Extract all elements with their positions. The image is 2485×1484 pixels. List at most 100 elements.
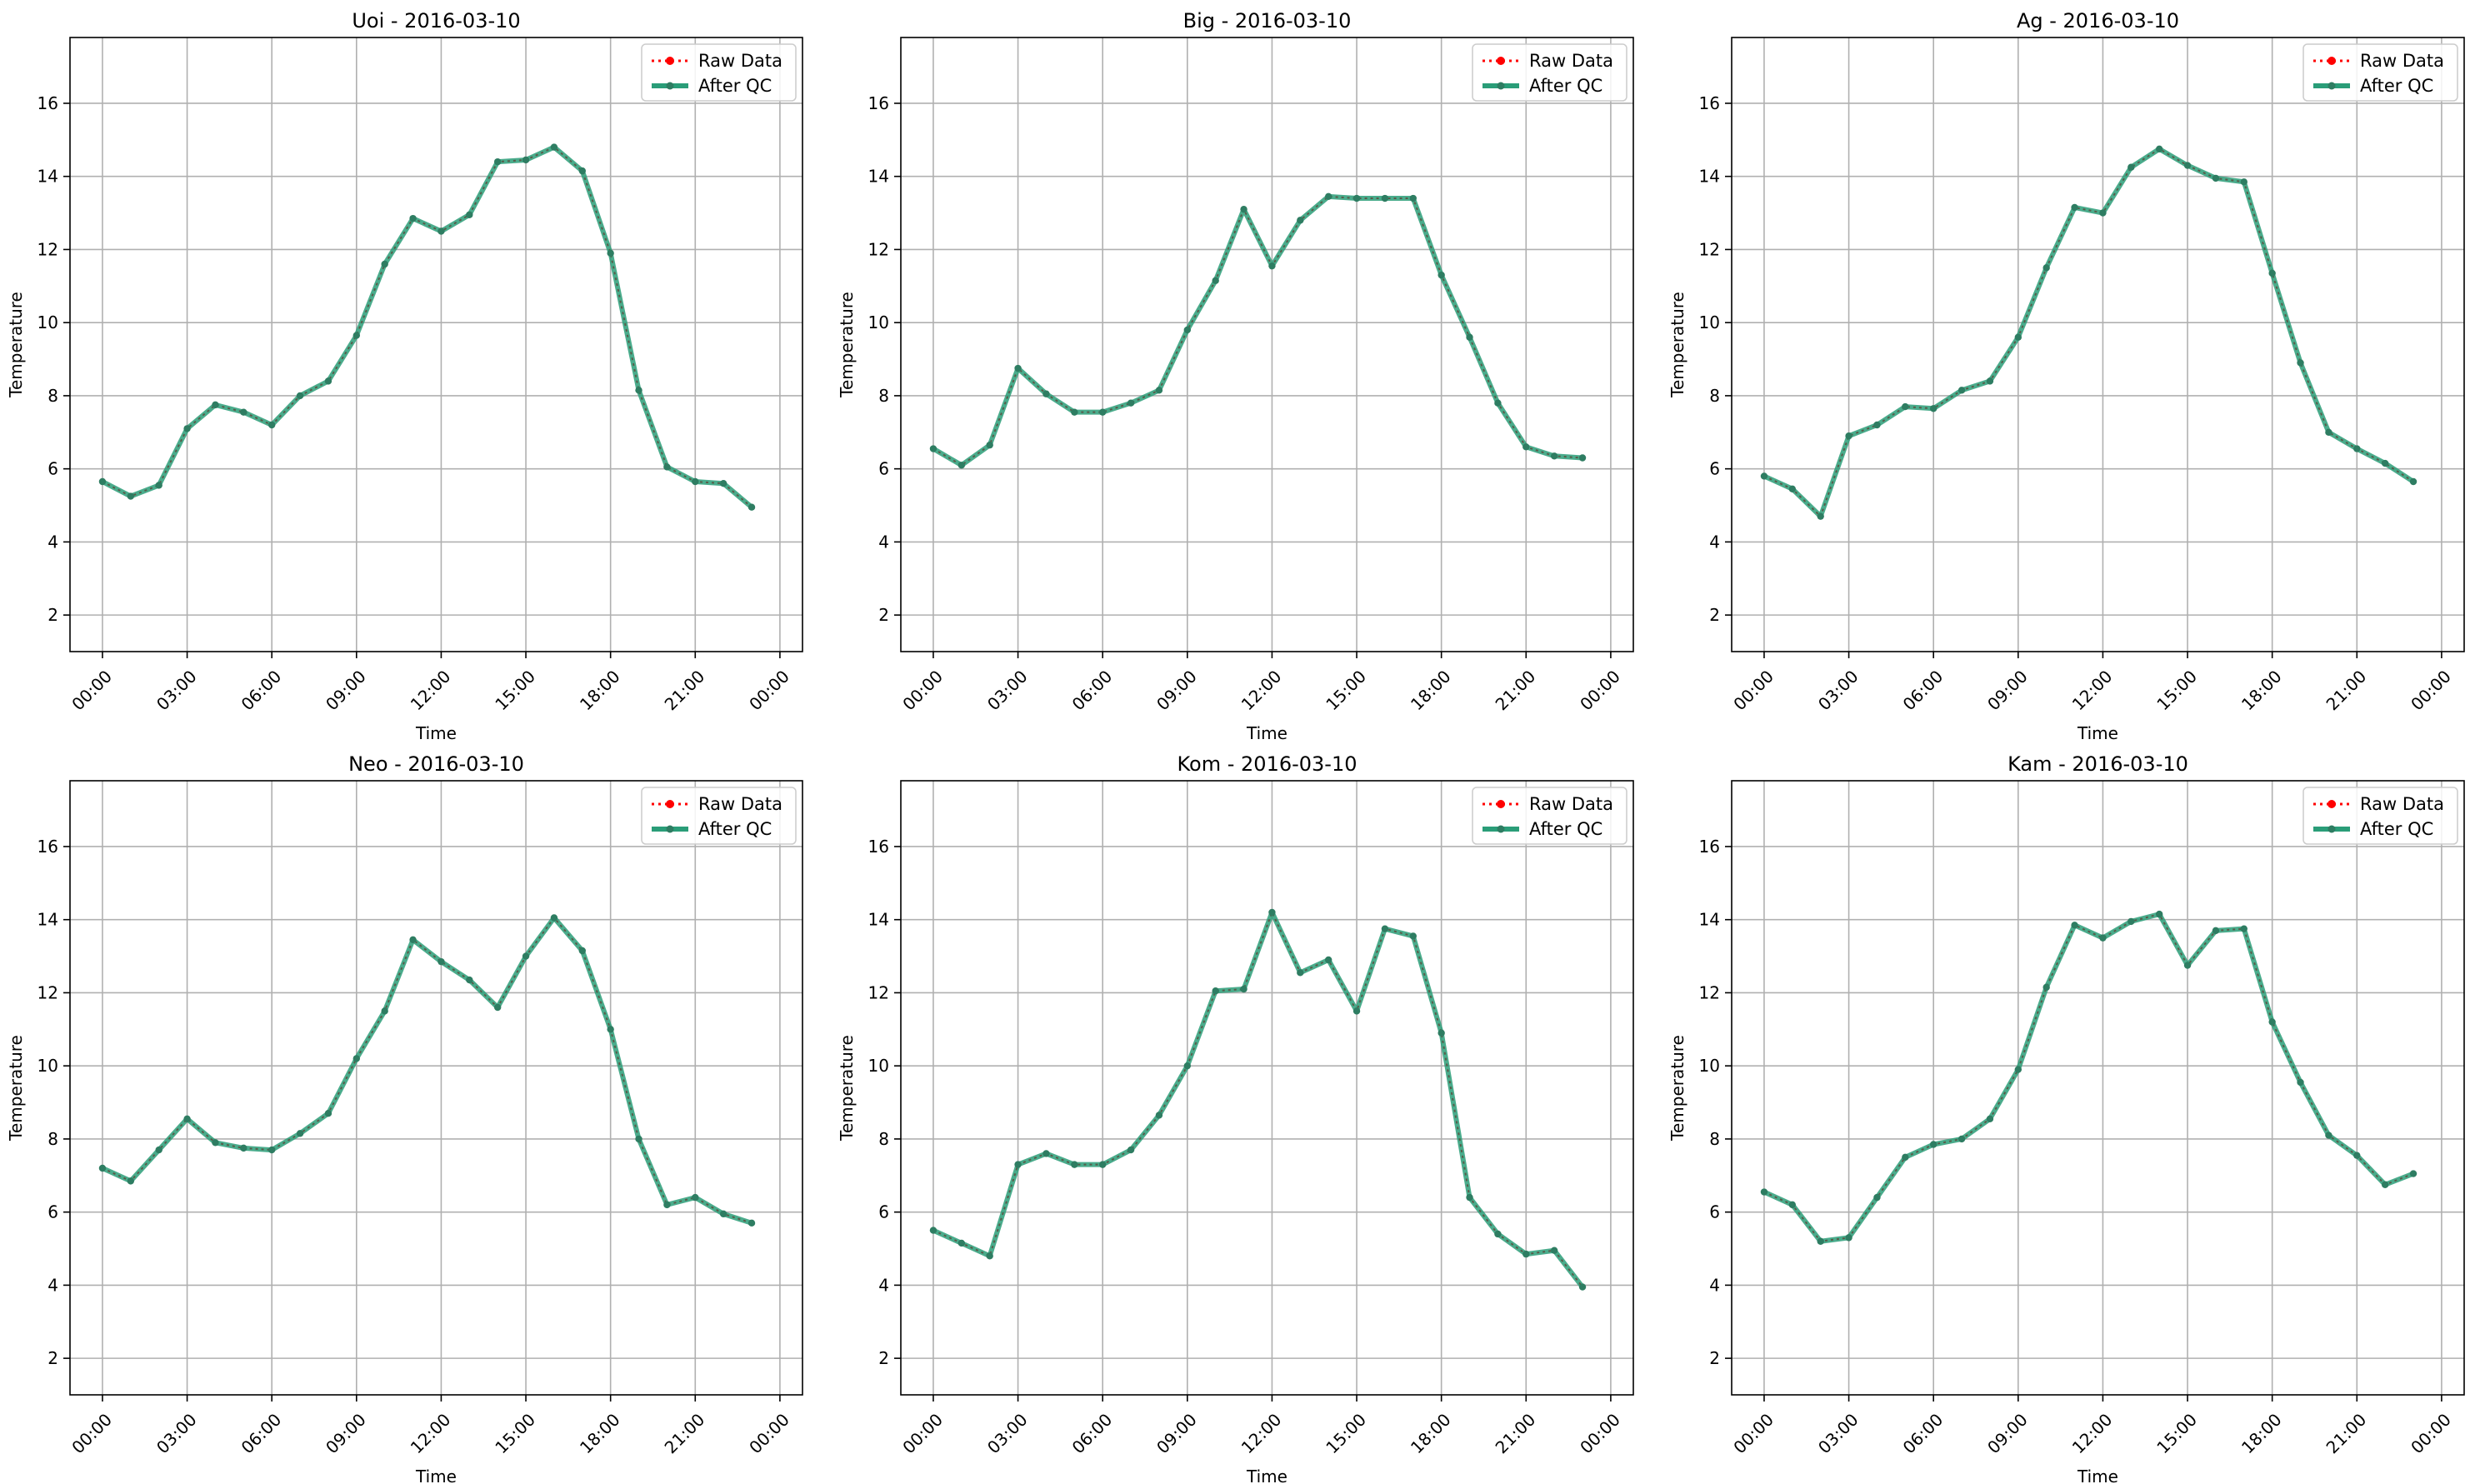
y-tick-label: 16 [1699,837,1720,857]
legend: Raw Data After QC [641,43,797,102]
y-axis-label: Temperature [837,1035,857,1142]
y-axis-label: Temperature [6,1035,26,1142]
x-axis-label: Time [1246,1467,1288,1484]
legend-marker-qc [666,82,674,90]
data-point [2325,428,2332,436]
data-point [1466,333,1473,341]
plot-area [70,781,802,1395]
y-tick-label: 2 [48,1348,58,1368]
legend-label-qc: After QC [2360,819,2433,839]
data-point [986,1252,993,1260]
y-tick-label: 16 [38,837,58,857]
y-tick-label: 6 [1709,1202,1720,1222]
y-tick-label: 2 [1709,605,1720,625]
data-point [1873,1193,1881,1202]
data-point [352,332,361,339]
axes-frame [1731,780,2465,1396]
legend-marker-qc [666,825,674,833]
legend-marker-raw [1497,800,1505,808]
data-point [1042,390,1050,397]
legend-label-raw: Raw Data [2360,794,2444,814]
legend: Raw Data After QC [641,787,797,845]
y-tick-label: 16 [868,93,889,113]
data-point [2240,925,2248,932]
y-tick-label: 6 [48,1202,58,1222]
y-tick-label: 8 [1709,386,1720,406]
y-tick-label: 10 [38,312,58,332]
y-tick-label: 14 [38,910,58,930]
y-tick-label: 8 [878,1129,889,1149]
legend: Raw Data After QC [1472,43,1628,102]
data-point [2014,1066,2022,1073]
chart-title: Neo - 2016-03-10 [348,752,524,776]
y-axis-label: Temperature [1668,292,1688,398]
x-axis-label: Time [1246,723,1288,743]
y-tick-label: 6 [878,459,889,479]
data-point [1986,377,1994,385]
data-point [1578,1283,1587,1291]
data-point [1958,387,1966,394]
data-point [268,1146,276,1154]
data-point [2409,477,2418,486]
y-tick-label: 8 [48,386,58,406]
axes-frame [900,37,1634,652]
data-point [438,957,445,966]
data-point [1986,1115,1994,1122]
data-point [1494,1230,1502,1238]
data-point [1929,405,1938,412]
data-point [1324,956,1332,964]
data-point [2099,209,2107,217]
y-tick-label: 8 [48,1129,58,1149]
plot-area [70,37,802,652]
data-point [98,477,107,486]
data-point [1788,1201,1797,1209]
data-point [1522,443,1530,451]
data-point [1071,1161,1078,1168]
data-point [1183,326,1192,334]
data-point [2409,1170,2418,1177]
y-tick-label: 10 [1699,1056,1720,1076]
data-point [268,421,276,429]
data-point [2268,269,2276,277]
y-tick-label: 10 [1699,312,1720,332]
data-point [2155,910,2163,918]
data-point [1297,969,1304,977]
data-point [2240,178,2248,186]
plot-area [1732,37,2464,652]
legend: Raw Data After QC [2302,787,2458,845]
data-point [438,227,445,235]
data-point [2381,1181,2389,1188]
data-point [409,214,417,222]
data-point [1760,1188,1768,1196]
data-point [2297,359,2304,367]
series-line-raw-data [932,195,1583,467]
chart-title: Kom - 2016-03-10 [1178,752,1358,776]
data-point [1760,472,1768,480]
data-point [2353,445,2361,452]
data-point [324,1110,332,1117]
data-point [2042,264,2050,272]
y-tick-label: 6 [1709,459,1720,479]
y-tick-label: 12 [38,239,58,259]
data-point [1381,925,1389,932]
chart-title: Big - 2016-03-10 [1183,9,1352,32]
legend-marker-raw [1497,57,1505,65]
data-point [958,462,966,469]
data-point [2212,174,2220,182]
data-point [2268,1018,2276,1026]
y-tick-label: 10 [868,312,889,332]
chart-panel-4: 00:00 03:00 06:00 09:00 12:00 15:00 18:00 21:00… [6,752,803,1484]
data-point [1929,1141,1938,1148]
y-tick-label: 10 [868,1056,889,1076]
data-point [240,408,248,416]
data-point [1845,432,1852,440]
y-tick-label: 4 [1709,532,1720,552]
y-tick-label: 2 [878,605,889,625]
data-point [1297,217,1304,224]
data-point [2128,163,2135,171]
data-point [1240,205,1248,213]
data-point [2353,1152,2361,1159]
legend-label-qc: After QC [2360,76,2433,96]
data-point [929,445,938,452]
